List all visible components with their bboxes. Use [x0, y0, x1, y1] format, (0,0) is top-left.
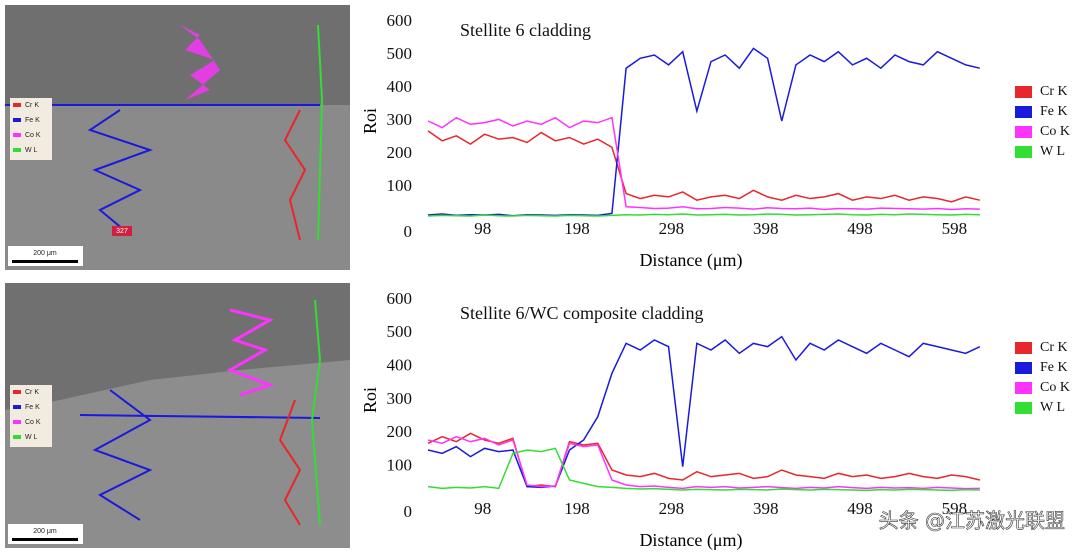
y-tick-label: 300 — [387, 389, 413, 408]
sem-legend-label: Fe K — [25, 117, 40, 124]
y-tick-label: 600 — [387, 11, 413, 30]
legend-label: Cr K — [1040, 340, 1068, 355]
legend-swatch — [1015, 86, 1032, 98]
x-tick-label: 398 — [753, 219, 779, 238]
sem-scan — [317, 24, 324, 241]
y-tick-label: 600 — [387, 289, 413, 308]
sem-region — [5, 5, 350, 105]
y-tick-label: 400 — [387, 356, 413, 375]
x-tick-label: 598 — [942, 499, 968, 518]
sem-legend-swatch — [13, 148, 21, 152]
legend-swatch — [1015, 342, 1032, 354]
sem-legend-swatch — [13, 103, 21, 107]
y-tick-label: 300 — [387, 110, 413, 129]
legend-swatch — [1015, 382, 1032, 394]
scale-bar — [12, 260, 78, 263]
y-tick-label: 100 — [387, 456, 413, 475]
legend-swatch — [1015, 402, 1032, 414]
legend-label: Co K — [1040, 124, 1070, 139]
watermark: 头条 @江苏激光联盟 — [879, 509, 1065, 533]
scale-bar-label: 200 μm — [33, 528, 57, 535]
x-axis-label: Distance (μm) — [639, 250, 742, 271]
x-tick-label: 498 — [847, 499, 873, 518]
x-tick-label: 198 — [564, 499, 590, 518]
sem-legend-label: W L — [25, 147, 38, 154]
chart-title: Stellite 6 cladding — [460, 20, 591, 40]
sem-legend-swatch — [13, 420, 21, 424]
legend-label: Co K — [1040, 380, 1070, 395]
x-tick-label: 198 — [564, 219, 590, 238]
data-line — [427, 47, 981, 217]
y-axis-label: Roi — [360, 387, 380, 413]
y-tick-label: 200 — [387, 143, 413, 162]
y-tick-label: 400 — [387, 77, 413, 96]
legend-swatch — [1015, 362, 1032, 374]
scale-bar-label: 200 μm — [33, 250, 57, 257]
y-tick-label: 500 — [387, 44, 413, 63]
x-tick-label: 598 — [942, 219, 968, 238]
legend-label: Fe K — [1040, 360, 1068, 375]
y-tick-label: 0 — [404, 222, 413, 241]
y-tick-label: 100 — [387, 176, 413, 195]
legend-swatch — [1015, 146, 1032, 158]
sem-image: Cr K Fe K Co K W L 327 200 μm — [5, 5, 350, 270]
x-tick-label: 298 — [659, 499, 685, 518]
data-line — [427, 213, 980, 217]
sem-legend-label: Cr K — [25, 102, 39, 109]
data-line — [427, 435, 980, 490]
sem-image: Cr K Fe K Co K W L 200 μm — [5, 283, 350, 548]
sem-legend-label: Co K — [25, 419, 41, 426]
sem-scan — [310, 299, 322, 526]
chart-title: Stellite 6/WC composite cladding — [460, 303, 703, 323]
sem-marker — [112, 226, 132, 236]
scale-bar — [12, 538, 78, 541]
sem-marker-label: 327 — [116, 228, 128, 235]
sem-scan — [5, 104, 320, 236]
x-tick-label: 98 — [474, 219, 491, 238]
sem-legend-swatch — [13, 118, 21, 122]
y-axis-label: Roi — [360, 108, 380, 134]
y-tick-label: 500 — [387, 322, 413, 341]
sem-scan — [283, 109, 307, 241]
legend-swatch — [1015, 106, 1032, 118]
sem-legend-label: Cr K — [25, 389, 39, 396]
sem-legend-label: W L — [25, 434, 38, 441]
x-tick-label: 498 — [847, 219, 873, 238]
sem-legend-swatch — [13, 133, 21, 137]
sem-legend-label: Fe K — [25, 404, 40, 411]
y-tick-label: 0 — [404, 502, 413, 521]
legend-label: W L — [1040, 400, 1065, 415]
sem-scan — [180, 25, 220, 100]
legend-label: Fe K — [1040, 104, 1068, 119]
sem-legend-label: Co K — [25, 132, 41, 139]
x-tick-label: 398 — [753, 499, 779, 518]
legend-label: Cr K — [1040, 84, 1068, 99]
sem-region — [5, 283, 350, 410]
data-line — [427, 116, 980, 211]
x-tick-label: 298 — [659, 219, 685, 238]
sem-scan — [278, 399, 302, 526]
x-tick-label: 98 — [474, 499, 491, 518]
data-line — [427, 447, 980, 492]
x-axis-label: Distance (μm) — [639, 530, 742, 551]
sem-scan — [79, 389, 321, 521]
data-line — [427, 130, 981, 203]
legend-label: W L — [1040, 144, 1065, 159]
y-tick-label: 200 — [387, 422, 413, 441]
legend-swatch — [1015, 126, 1032, 138]
sem-legend-swatch — [13, 390, 21, 394]
sem-legend-swatch — [13, 405, 21, 409]
data-line — [427, 335, 981, 489]
sem-legend-swatch — [13, 435, 21, 439]
sem-scan — [226, 308, 275, 397]
